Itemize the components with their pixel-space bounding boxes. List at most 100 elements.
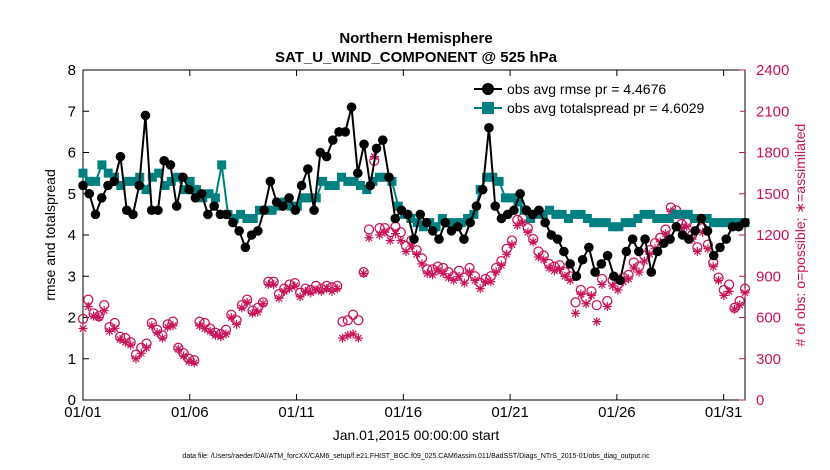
rmse-point [652, 246, 663, 257]
y-right-tick-label: 1500 [756, 186, 789, 203]
obs-assimilated-point [295, 292, 305, 302]
totalspread-point [299, 193, 309, 203]
totalspread-point [431, 222, 441, 232]
obs-assimilated-point [83, 302, 93, 311]
rmse-point [627, 234, 638, 244]
obs-assimilated-point [465, 267, 475, 277]
obs-assimilated-point [735, 300, 745, 310]
rmse-point [590, 267, 600, 277]
x-axis-label: Jan.01,2015 00:00:00 start [333, 427, 500, 443]
obs-assimilated-point [470, 275, 480, 285]
rmse-point [552, 234, 563, 244]
obs-assimilated-point [623, 274, 633, 284]
rmse-point [303, 164, 313, 174]
obs-assimilated-point [454, 271, 464, 281]
totalspread-point [494, 176, 504, 186]
rmse-point [259, 205, 269, 216]
totalspread-point [393, 201, 403, 211]
y-right-tick-label: 300 [756, 351, 781, 368]
obs-assimilated-point [528, 237, 538, 247]
totalspread-point [336, 172, 346, 182]
totalspread-point [242, 214, 252, 223]
rmse-point [96, 193, 107, 203]
rmse-point [296, 180, 307, 191]
rmse-point [228, 217, 238, 228]
obs-assimilated-point [507, 240, 517, 250]
rmse-point [415, 209, 426, 220]
rmse-point [577, 254, 588, 265]
totalspread-point [305, 193, 315, 203]
rmse-point [184, 184, 194, 195]
rmse-point [377, 135, 388, 145]
totalspread-point [690, 214, 700, 223]
y-right-tick-label: 0 [756, 392, 764, 409]
totalspread-point [236, 209, 246, 219]
totalspread-point [608, 222, 618, 232]
obs-assimilated-point [613, 285, 623, 295]
totalspread-point [84, 176, 94, 186]
obs-assimilated-point [676, 223, 686, 233]
y-right-tick-label: 2400 [756, 62, 789, 79]
obs-possible-point [591, 299, 602, 311]
totalspread-point [374, 172, 384, 182]
rmse-point [534, 205, 544, 216]
totalspread-point [173, 172, 183, 182]
totalspread-point [563, 214, 573, 223]
totalspread-point [507, 193, 517, 203]
rmse-point [90, 209, 101, 220]
obs-assimilated-point [475, 284, 485, 294]
obs-assimilated-point [438, 269, 448, 278]
obs-assimilated-point [740, 288, 750, 298]
obs-assimilated-point [560, 271, 570, 281]
totalspread-point [538, 209, 548, 219]
rmse-point [427, 226, 438, 236]
obs-assimilated-point [417, 259, 427, 269]
totalspread-point [456, 218, 466, 228]
totalspread-point [355, 181, 365, 190]
y-left-tick-label: 4 [68, 227, 76, 244]
legend-rmse-label: obs avg rmse pr = 4.4676 [507, 81, 666, 97]
obs-possible-point [337, 316, 348, 327]
obs-assimilated-point [152, 328, 162, 338]
rmse-point [346, 102, 357, 112]
obs-assimilated-point [602, 302, 612, 311]
rmse-point [309, 205, 319, 216]
y-right-tick-label: 600 [756, 310, 781, 327]
obs-assimilated-point [401, 247, 411, 256]
obs-possible-point [353, 315, 364, 326]
rmse-point [565, 259, 575, 269]
obs-assimilated-point [173, 344, 183, 354]
y-axis-right-label: # of obs: o=possible; ∗=assimilated [792, 124, 808, 347]
obs-assimilated-point [523, 227, 533, 237]
obs-assimilated-point [544, 263, 554, 273]
obs-assimilated-point [126, 340, 136, 350]
obs-assimilated-point [539, 255, 549, 265]
rmse-point [196, 188, 207, 199]
totalspread-point [103, 168, 113, 178]
totalspread-point [217, 160, 227, 170]
obs-assimilated-point [285, 284, 295, 294]
chart-subtitle: SAT_U_WIND_COMPONENT @ 525 hPa [275, 49, 558, 66]
obs-assimilated-point [189, 358, 199, 368]
rmse-point [421, 217, 432, 228]
y-left-tick-label: 8 [68, 62, 76, 79]
rmse-point [584, 242, 594, 253]
rmse-point [221, 209, 232, 220]
totalspread-point [715, 218, 725, 228]
obs-possible-point [570, 297, 581, 308]
y-left-tick-label: 3 [68, 268, 76, 285]
totalspread-point [141, 185, 151, 195]
obs-assimilated-point [279, 286, 289, 296]
obs-assimilated-point [343, 330, 353, 340]
obs-assimilated-point [322, 284, 332, 294]
legend-rmse-marker [482, 83, 494, 95]
rmse-point [665, 234, 675, 244]
y-left-tick-label: 7 [68, 103, 76, 120]
y-left-tick-label: 5 [68, 186, 76, 203]
totalspread-point [204, 189, 214, 199]
obs-assimilated-point [359, 269, 369, 278]
obs-assimilated-point [380, 227, 390, 237]
obs-assimilated-point [131, 354, 141, 364]
totalspread-point [595, 218, 605, 228]
